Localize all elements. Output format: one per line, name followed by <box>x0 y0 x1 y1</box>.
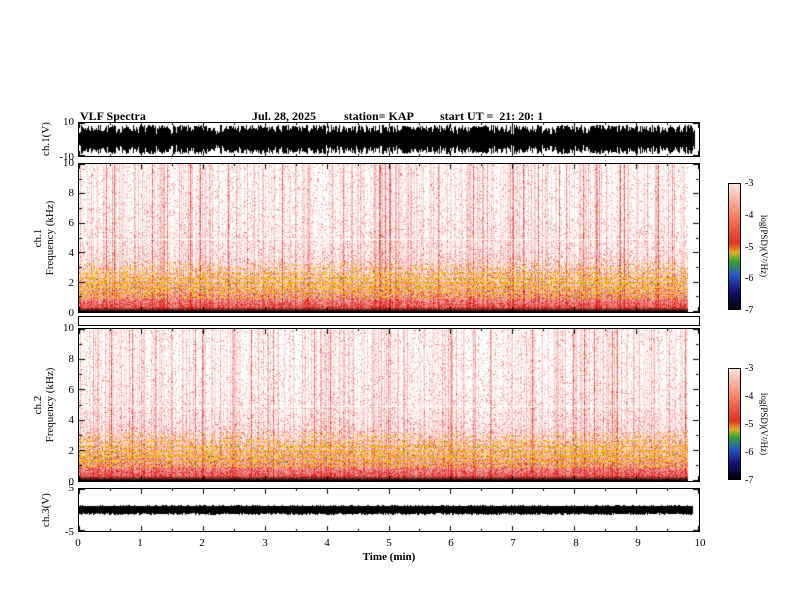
colorbar-tick-label: -3 <box>745 178 754 189</box>
colorbar-tick-label: -5 <box>745 419 754 430</box>
ch2-spectrogram-canvas <box>79 329 699 481</box>
y-tick-label: 4 <box>68 247 75 259</box>
colorbar-tick-label: -4 <box>745 391 754 402</box>
x-tick-label: 5 <box>386 537 392 549</box>
y-tick-label: 10 <box>63 157 74 169</box>
ch3-waveform-panel <box>78 488 700 532</box>
colorbar-tick-label: -7 <box>745 475 754 486</box>
ch1-spectrogram-panel <box>78 163 700 313</box>
colorbar-tick-label: -6 <box>745 273 754 284</box>
colorbar-tick-label: -3 <box>745 363 754 374</box>
x-tick-label: 9 <box>635 537 641 549</box>
ch3-waveform-canvas <box>79 489 699 531</box>
colorbar2-label: log(PSD)(V²/Hz) <box>759 392 769 456</box>
ch1-waveform-panel <box>78 122 700 157</box>
x-tick-label: 3 <box>262 537 268 549</box>
plot-title: VLF Spectra <box>80 109 146 123</box>
x-tick-label: 4 <box>324 537 330 549</box>
ch2-frequency-axis-label: ch.2 Frequency (kHz) <box>32 350 56 460</box>
colorbar-ch2 <box>728 368 741 480</box>
colorbar-tick-label: -5 <box>745 242 754 253</box>
x-tick-label: 6 <box>448 537 454 549</box>
y-tick-label: 2 <box>68 277 75 289</box>
date-label: Jul. 28, 2025 <box>252 109 317 123</box>
y-tick-label: -10 <box>59 151 74 163</box>
colorbar-tick-label: -6 <box>745 447 754 458</box>
y-tick-label: 10 <box>63 116 74 128</box>
y-tick-label: 8 <box>68 187 75 199</box>
station-label: station= KAP <box>344 109 414 123</box>
ch2-spectrogram-panel <box>78 328 700 482</box>
x-tick-label: 2 <box>199 537 205 549</box>
y-tick-label: 6 <box>68 384 75 396</box>
x-tick-label: 10 <box>694 537 706 549</box>
y-tick-label: 2 <box>68 445 75 457</box>
y-tick-label: 4 <box>68 414 75 426</box>
x-tick-label: 1 <box>137 537 143 549</box>
separator-strip-panel <box>78 316 700 326</box>
y-tick-label: 10 <box>63 322 74 334</box>
colorbar-tick-label: -4 <box>745 210 754 221</box>
ch1-spectrogram-canvas <box>79 164 699 312</box>
y-tick-label: 0 <box>68 307 75 319</box>
y-tick-label: -5 <box>64 526 74 538</box>
ch2-frequency-axis-label-line2: Frequency (kHz) <box>44 367 56 443</box>
y-tick-label: 6 <box>68 217 75 229</box>
start-ut-label: start UT = 21: 20: 1 <box>440 109 544 123</box>
y-tick-label: 8 <box>68 353 75 365</box>
colorbar-tick-label: -7 <box>745 305 754 316</box>
colorbar1-label: log(PSD)(V²/Hz) <box>759 214 769 278</box>
x-tick-label: 7 <box>510 537 516 549</box>
x-tick-label: 8 <box>573 537 579 549</box>
y-tick-label: 5 <box>68 482 75 494</box>
y-tick-label: 0 <box>68 476 75 488</box>
ch1-waveform-canvas <box>79 123 699 156</box>
colorbar-ch1 <box>728 183 741 310</box>
time-axis-label: Time (min) <box>362 551 416 563</box>
x-tick-label: 0 <box>75 537 81 549</box>
ch1-frequency-axis-label-line1: ch.1 <box>32 228 44 248</box>
ch2-frequency-axis-label-line1: ch.2 <box>32 395 44 415</box>
